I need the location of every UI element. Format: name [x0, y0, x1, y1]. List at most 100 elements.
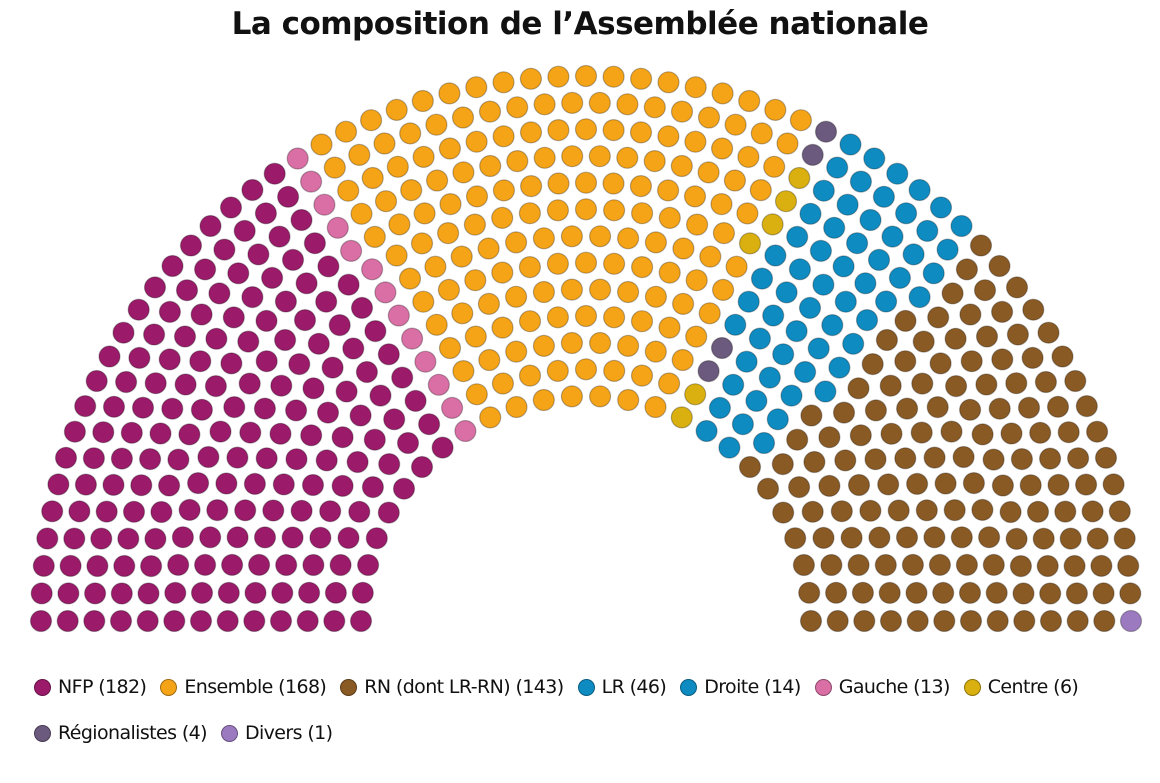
- seat-rn-dont-lr-rn: [756, 477, 780, 500]
- seat-nfp: [117, 527, 140, 550]
- seat-nfp: [59, 554, 82, 578]
- seat-r-gionalistes: [697, 360, 720, 383]
- seat-rn-dont-lr-rn: [1037, 321, 1060, 344]
- legend-label: NFP (182): [58, 676, 147, 698]
- seat-ensemble: [532, 334, 556, 357]
- seat-nfp: [36, 527, 59, 550]
- seat-rn-dont-lr-rn: [991, 348, 1014, 371]
- seat-rn-dont-lr-rn: [772, 501, 795, 524]
- seat-lr: [888, 266, 912, 289]
- seat-ensemble: [602, 306, 626, 329]
- seat-nfp: [127, 298, 150, 321]
- seat-rn-dont-lr-rn: [1010, 448, 1034, 471]
- seat-lr: [731, 413, 755, 436]
- seat-nfp: [204, 375, 227, 398]
- seat-nfp: [194, 553, 217, 577]
- seat-lr: [814, 380, 837, 403]
- seat-nfp: [331, 474, 354, 497]
- seat-ensemble: [574, 198, 598, 221]
- seat-droite: [775, 281, 798, 304]
- seat-nfp: [296, 609, 319, 633]
- seat-nfp: [206, 499, 229, 522]
- seat-nfp: [290, 208, 313, 232]
- seat-nfp: [281, 248, 305, 271]
- seat-droite: [735, 350, 758, 373]
- seat-ensemble: [560, 225, 584, 248]
- seat-droite: [737, 290, 760, 313]
- seat-ensemble: [723, 169, 747, 192]
- seat-rn-dont-lr-rn: [944, 327, 967, 350]
- seat-ensemble: [630, 310, 654, 333]
- seat-nfp: [337, 526, 360, 550]
- seat-nfp: [329, 553, 352, 577]
- seat-rn-dont-lr-rn: [1019, 474, 1042, 497]
- seat-nfp: [365, 527, 388, 550]
- seat-ensemble: [452, 360, 475, 383]
- seat-r-gionalistes: [801, 143, 824, 166]
- seat-nfp: [102, 473, 125, 496]
- legend-row: Régionalistes (4) Divers (1): [34, 718, 1144, 748]
- seat-rn-dont-lr-rn: [818, 426, 841, 449]
- seat-nfp: [112, 321, 135, 344]
- seat-nfp: [243, 472, 266, 495]
- seat-rn-dont-lr-rn: [934, 472, 957, 495]
- legend-label: RN (dont LR-RN) (143): [364, 676, 564, 698]
- seat-nfp: [241, 286, 264, 309]
- seat-lr: [785, 320, 808, 343]
- seat-nfp: [315, 290, 338, 313]
- seat-lr: [929, 196, 953, 219]
- legend-label: LR (46): [601, 676, 667, 698]
- seat-ensemble: [505, 395, 528, 419]
- seat-lr: [916, 219, 939, 242]
- seat-ensemble: [337, 179, 360, 202]
- seat-nfp: [144, 527, 167, 551]
- seat-ensemble: [630, 256, 654, 279]
- seat-ensemble: [504, 285, 528, 308]
- seat-rn-dont-lr-rn: [874, 553, 897, 577]
- seat-lr: [708, 396, 732, 419]
- seat-ensemble: [616, 280, 640, 304]
- seat-ensemble: [439, 193, 462, 216]
- seat-ensemble: [532, 227, 556, 250]
- seat-nfp: [197, 445, 220, 469]
- seat-nfp: [110, 447, 134, 470]
- seat-ensemble: [477, 292, 500, 315]
- seat-lr: [752, 431, 776, 455]
- seat-rn-dont-lr-rn: [894, 447, 917, 470]
- seat-nfp: [309, 526, 332, 549]
- seat-lr: [836, 193, 859, 216]
- seat-nfp: [83, 582, 107, 605]
- seat-ensemble: [588, 331, 612, 355]
- seat-rn-dont-lr-rn: [905, 472, 929, 495]
- seat-nfp: [348, 500, 371, 523]
- seat-ensemble: [518, 256, 542, 279]
- seat-nfp: [418, 413, 441, 436]
- seat-nfp: [74, 395, 97, 418]
- seat-rn-dont-lr-rn: [792, 553, 816, 577]
- seat-lr: [793, 360, 817, 384]
- seat-ensemble: [616, 227, 640, 250]
- seat-rn-dont-lr-rn: [1094, 446, 1118, 469]
- seat-nfp: [431, 436, 454, 459]
- seat-nfp: [63, 420, 87, 443]
- seat-gauche: [300, 170, 323, 193]
- seat-nfp: [208, 282, 231, 305]
- seat-ensemble: [425, 313, 448, 336]
- seat-nfp: [262, 499, 285, 522]
- seat-ensemble: [465, 76, 488, 99]
- seat-ensemble: [671, 292, 695, 315]
- seat-rn-dont-lr-rn: [973, 279, 997, 302]
- seat-nfp: [178, 423, 201, 446]
- seat-rn-dont-lr-rn: [955, 553, 979, 577]
- seat-ensemble: [643, 96, 666, 119]
- seat-nfp: [223, 396, 246, 419]
- seat-rn-dont-lr-rn: [849, 424, 872, 447]
- seat-r-gionalistes: [814, 120, 838, 143]
- seat-gauche: [313, 193, 336, 216]
- seat-centre: [670, 406, 693, 429]
- seat-rn-dont-lr-rn: [959, 609, 983, 633]
- seat-nfp: [323, 609, 346, 633]
- seat-ensemble: [400, 179, 423, 202]
- seat-nfp: [271, 581, 294, 605]
- seat-nfp: [140, 554, 163, 578]
